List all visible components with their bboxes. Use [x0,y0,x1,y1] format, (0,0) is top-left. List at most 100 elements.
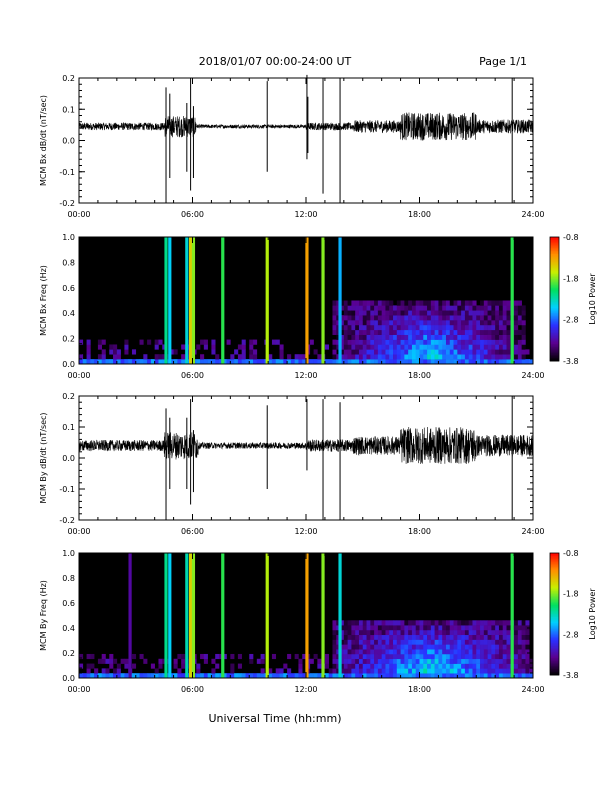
heatmap-cell [472,673,477,679]
heatmap-cell [396,644,401,650]
heatmap-cell [502,644,507,650]
heatmap-cell [445,354,451,360]
heatmap-cell [502,344,507,350]
heatmap-cell [427,644,432,650]
heatmap-cell [393,658,398,664]
heatmap-cell [517,673,522,679]
heatmap-cell [438,359,443,365]
heatmap-cell [404,644,409,650]
colorbar-swatch [550,260,559,263]
heatmap-cell [90,673,95,679]
heatmap-cell [381,649,386,655]
heatmap-cell [438,310,443,316]
colorbar-swatch [550,568,559,571]
heatmap-cell [434,644,439,650]
heatmap-cell [128,359,133,365]
x-tick-label: 00:00 [67,210,90,219]
colorbar-swatch [550,581,559,584]
heatmap-cell [271,673,277,679]
heatmap-cell [343,644,348,650]
colorbar-swatch [550,642,559,645]
heatmap-cell [468,649,473,655]
heatmap-cell [415,663,420,669]
heatmap-cell [427,300,432,306]
heatmap-cell [411,658,417,664]
heatmap-cell [438,634,443,640]
heatmap-cell [408,620,413,626]
colorbar-swatch [550,336,559,339]
heatmap-cell [468,625,473,631]
heatmap-cell [358,359,364,365]
colorbar-swatch [550,556,559,558]
colorbar-swatch [550,354,559,357]
heatmap-cell [377,668,382,674]
heatmap-cell [381,639,386,645]
heatmap-cell [143,359,148,365]
heatmap-cell [411,315,417,321]
heatmap-cell [393,329,398,335]
heatmap-cell [461,320,466,326]
heatmap-cell [358,625,364,631]
heatmap-cell [434,620,439,626]
colorbar-swatch [550,342,559,345]
heatmap-cell [393,324,398,331]
heatmap-cell [343,324,348,331]
heatmap-cell [393,359,398,365]
spectral-band [164,553,168,678]
heatmap-cell [404,359,409,365]
heatmap-cell [468,644,473,650]
heatmap-cell [86,344,91,350]
heatmap-cell [427,639,432,645]
heatmap-cell [449,324,454,331]
heatmap-cell [400,620,405,626]
heatmap-cell [415,334,420,340]
heatmap-cell [427,324,432,331]
heatmap-cell [483,305,488,311]
heatmap-cell [517,344,522,350]
heatmap-cell [82,359,87,365]
heatmap-cell [419,339,424,345]
heatmap-cell [396,620,401,626]
heatmap-cell [366,324,371,331]
heatmap-cell [487,663,492,669]
heatmap-cell [366,310,371,316]
heatmap-cell [385,620,390,626]
heatmap-cell [502,629,507,636]
heatmap-cell [442,305,447,311]
heatmap-cell [343,673,348,679]
heatmap-cell [294,653,299,660]
heatmap-cell [517,359,522,365]
heatmap-cell [521,329,526,335]
heatmap-cell [268,354,273,360]
heatmap-cell [374,663,379,669]
heatmap-cell [453,354,458,360]
heatmap-cell [97,354,102,360]
heatmap-cell [453,324,458,331]
heatmap-cell [449,634,454,640]
heatmap-cell [374,324,379,331]
heatmap-cell [362,315,367,321]
heatmap-cell [427,310,432,316]
heatmap-cell [430,354,435,360]
heatmap-cell [408,305,413,311]
heatmap-cell [461,310,466,316]
heatmap-cell [377,329,382,335]
heatmap-cell [434,300,439,306]
heatmap-cell [419,673,424,679]
heatmap-cell [419,663,424,669]
heatmap-cell [453,639,458,645]
heatmap-cell [408,644,413,650]
heatmap-cell [514,653,519,660]
heatmap-cell [355,310,360,316]
heatmap-cell [415,620,420,626]
heatmap-cell [453,329,458,335]
heatmap-cell [491,668,496,674]
heatmap-cell [336,344,341,350]
heatmap-cell [457,625,462,631]
heatmap-cell [487,320,492,326]
heatmap-cell [351,620,356,626]
heatmap-cell [207,359,212,365]
heatmap-cell [514,359,519,365]
colorbar-swatch [550,594,559,597]
heatmap-cell [393,310,398,316]
